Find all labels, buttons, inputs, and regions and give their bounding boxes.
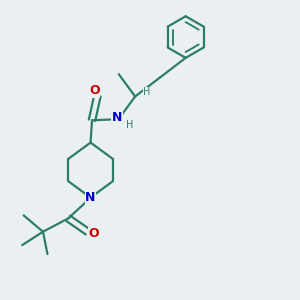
Text: H: H (143, 87, 151, 97)
Text: H: H (126, 120, 134, 130)
Text: O: O (89, 84, 100, 97)
Text: N: N (112, 111, 122, 124)
Text: N: N (85, 191, 96, 204)
Text: O: O (88, 227, 99, 240)
